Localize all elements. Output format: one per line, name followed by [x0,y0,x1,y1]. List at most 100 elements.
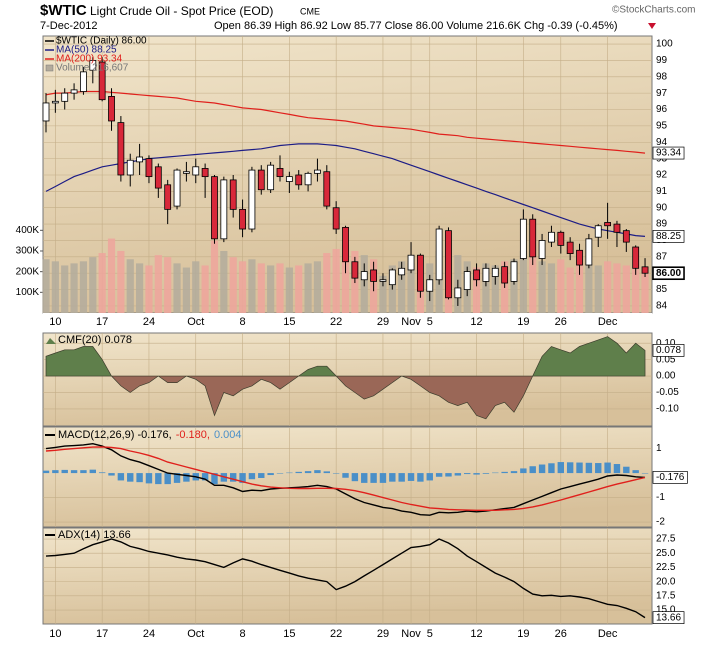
volume-bar [547,263,556,313]
candle-body [285,176,293,182]
volume-bar [482,263,490,313]
volume-bar [154,255,162,313]
histogram-bar [117,473,125,481]
y-tick-label: 0.10 [656,338,676,349]
histogram-bar [304,471,312,474]
volume-bar [210,240,219,313]
candle-body [641,266,649,274]
histogram-bar [145,473,153,484]
volume-bar [491,265,499,313]
histogram-bar [42,470,50,474]
histogram-bar [454,473,462,476]
y-tick-label: 97 [656,88,668,99]
histogram-bar [529,466,536,474]
histogram-bar [267,473,274,476]
histogram-bar [407,473,415,481]
candle-body [182,171,190,174]
histogram-bar [164,473,171,485]
candle-body [51,100,59,104]
candle-body [388,269,396,286]
y-tick-label: 91 [656,186,668,197]
y-tick-label: 20.0 [656,576,676,587]
histogram-bar [566,462,574,474]
histogram-bar [361,473,368,483]
x-tick-label: 8 [239,316,245,328]
histogram-bar [127,473,134,482]
x-tick-label: 17 [96,316,108,328]
histogram-bar [276,473,284,474]
legend-label: MA(200) 93.34 [56,54,123,65]
histogram-bar [641,472,649,474]
legend-label: MA(50) 88.25 [56,45,117,56]
candle-body [98,61,106,101]
y-tick-label: 27.5 [656,534,676,545]
candle-body [529,218,537,258]
candle-body [360,271,368,281]
y-tick-label: 1 [656,443,662,454]
volume-bar [229,257,237,313]
candle-body [398,267,406,276]
y-tick-label: 89 [656,219,668,230]
volume-bar [238,261,247,313]
candle-body [80,71,87,92]
histogram-bar [295,471,302,474]
candle-body [229,179,237,210]
candle-body [454,287,462,299]
y-tick-label: 98 [656,71,668,82]
legend-label: 0.004 [214,429,242,441]
volume-bar [164,257,172,313]
volume-bar [304,263,312,313]
date: 7-Dec-2012 [40,20,97,32]
histogram-bar [52,470,59,474]
volume-bar [79,261,88,313]
candle-body [576,249,583,266]
volume-bar [398,261,406,313]
candle-body [482,267,490,282]
volume-bar [276,263,284,313]
y-tick-label: 100 [656,39,673,50]
value-tag: 93.34 [656,148,681,159]
volume-bar [201,265,209,313]
x-tick-label: Dec [598,316,618,328]
candle-body [566,241,574,254]
x-tick-label: Nov [401,316,421,328]
y-tick-label: 17.5 [656,590,676,601]
x-tick-label: Oct [187,628,204,640]
histogram-bar [576,462,583,474]
volume-bar [585,263,593,313]
candle-body [604,222,611,227]
candle-body [332,207,340,230]
volume-bar [323,253,331,313]
value-tag-box [652,611,685,624]
x-axis-strip [43,313,652,333]
x-tick-label: 24 [143,316,155,328]
volume-bar [313,261,322,313]
volume-bar [604,261,612,313]
histogram-bar [61,469,68,474]
volume-bar [538,261,546,313]
y-tick-label: -0.05 [656,387,679,398]
value-tag: 86.00 [656,268,681,279]
candle-body [61,92,69,102]
candle-body [239,208,246,230]
candle-body [276,168,284,178]
candle-body [548,231,555,243]
histogram-bar [258,473,265,478]
candle-body [323,171,331,207]
volume-bar [248,259,256,313]
histogram-bar [323,471,330,474]
indicator-line [45,538,646,619]
volume-bar [472,267,481,313]
volume-bar [117,250,125,313]
indicator-line [45,442,646,516]
candle-body [304,172,312,186]
candle-body [538,240,546,259]
histogram-bar [98,472,106,474]
histogram-bar [632,470,639,474]
volume-bar [575,261,584,313]
x-tick-label: 17 [96,628,108,640]
histogram-bar [548,463,555,474]
y2-tick-label: 200K [16,266,40,277]
candle-body [220,179,228,240]
